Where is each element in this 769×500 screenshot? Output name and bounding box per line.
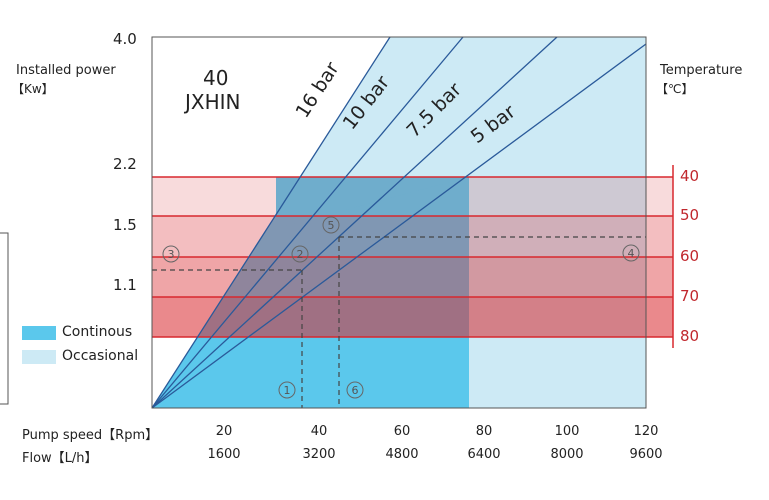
y-tick-label: 1.5 xyxy=(113,216,137,234)
marker-label: 1 xyxy=(284,384,291,397)
pressure-line-7-5-bar xyxy=(151,36,558,409)
temperature-band xyxy=(152,297,673,337)
speed-tick-label: 60 xyxy=(393,424,411,439)
temperature-tick-label: 50 xyxy=(680,206,700,224)
chart-title-model-size: 40 xyxy=(203,66,229,90)
flow-tick-label: 4800 xyxy=(385,447,419,462)
y-tick-label: 2.2 xyxy=(113,155,137,173)
marker-circle xyxy=(162,245,180,263)
speed-tick-label: 120 xyxy=(633,424,659,439)
temperature-band xyxy=(152,257,673,297)
plot-frame xyxy=(151,36,647,409)
marker-circle xyxy=(622,244,640,262)
pressure-line-16-bar xyxy=(151,36,391,409)
flow-tick-label: 9600 xyxy=(629,447,663,462)
flow-label: Flow【L/h】 xyxy=(22,451,98,466)
marker-circle xyxy=(346,381,364,399)
legend-label-continuous: Continous xyxy=(62,324,133,340)
marker-label: 4 xyxy=(628,247,635,260)
marker-label: 5 xyxy=(328,219,335,232)
y-tick-label: 1.1 xyxy=(113,276,137,294)
temperature-tick-label: 80 xyxy=(680,327,700,345)
marker-circle xyxy=(291,245,309,263)
y-axis-label: Installed power xyxy=(16,63,116,78)
marker-label: 3 xyxy=(168,248,175,261)
flow-tick-label: 1600 xyxy=(207,447,241,462)
flow-tick-label: 6400 xyxy=(467,447,501,462)
marker-circle xyxy=(278,381,296,399)
pressure-line-10-bar xyxy=(151,36,464,409)
temperature-tick-label: 60 xyxy=(680,247,700,265)
cropped-side-bracket xyxy=(0,232,9,405)
legend-swatch-occasional xyxy=(22,350,56,364)
legend-swatch-continuous xyxy=(22,326,56,340)
speed-tick-label: 20 xyxy=(215,424,233,439)
flow-tick-label: 3200 xyxy=(302,447,336,462)
temperature-label: Temperature xyxy=(660,63,743,78)
pressure-line-5-bar xyxy=(151,43,647,409)
marker-label: 6 xyxy=(352,384,359,397)
temperature-tick-label: 40 xyxy=(680,167,700,185)
chart-title-brand: JXHIN xyxy=(185,90,241,114)
speed-tick-label: 100 xyxy=(554,424,580,439)
pump-speed-label: Pump speed【Rpm】 xyxy=(22,428,159,443)
temperature-band xyxy=(152,177,673,216)
temperature-unit: 【℃】 xyxy=(656,82,694,96)
legend-label-occasional: Occasional xyxy=(62,348,139,364)
temperature-tick-label: 70 xyxy=(680,287,700,305)
speed-tick-label: 40 xyxy=(310,424,328,439)
flow-tick-label: 8000 xyxy=(550,447,584,462)
marker-label: 2 xyxy=(297,248,304,261)
y-tick-label: 4.0 xyxy=(113,30,137,48)
marker-circle xyxy=(322,216,340,234)
y-axis-unit: 【Kw】 xyxy=(12,82,54,96)
speed-tick-label: 80 xyxy=(475,424,493,439)
